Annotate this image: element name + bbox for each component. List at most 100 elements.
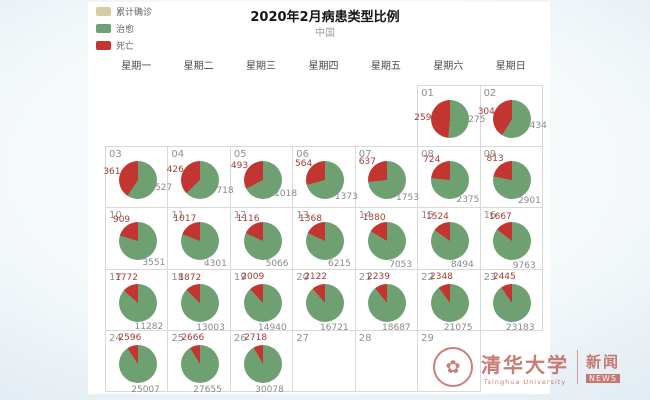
day-number: 19 [233,271,247,283]
day-number: 01 [421,88,434,99]
death-count-label: 1772 [115,273,138,283]
day-pie[interactable] [430,283,469,322]
day-pie[interactable] [243,161,282,200]
day-number: 02 [483,88,497,99]
death-count-label: 637 [358,157,376,168]
calendar-cell-07: 07 1753 637 [354,146,419,209]
calendar-cell-09: 09 2901 813 [479,146,543,209]
tsinghua-seal-icon [432,347,473,387]
day-pie[interactable] [118,283,157,322]
calendar-cell-26: 26 30078 2718 [229,329,294,395]
death-count-label: 493 [230,161,249,172]
watermark-news-label-en: NEWS [585,374,620,383]
day-number: 11 [171,210,185,222]
day-pie[interactable] [118,222,157,261]
day-pie[interactable] [118,161,157,200]
calendar-cell-13: 13 6215 1368 [292,207,356,270]
death-count-label: 1667 [488,212,512,223]
weekday-tuesday: 星期二 [183,61,214,72]
day-number: 23 [483,271,497,283]
cured-count-label: 434 [529,121,547,132]
calendar-cell-19: 19 14940 2009 [229,268,294,333]
cured-count-label: 2901 [517,196,541,207]
cured-count-label: 27655 [193,384,222,395]
death-count-label: 1872 [178,272,202,283]
day-number: 24 [109,332,122,344]
legend-label: 死亡 [116,42,135,52]
weekday-header-row: 星期一 星期二 星期三 星期四 星期五 星期六 星期日 [105,57,542,72]
calendar-cell-18: 18 13003 1872 [167,268,231,333]
day-number: 22 [421,271,434,283]
day-pie[interactable] [305,161,344,200]
day-pie[interactable] [368,222,407,261]
day-pie[interactable] [430,222,469,261]
watermark-university-name-en: Tsinghua University [483,377,567,386]
weekday-sunday: 星期日 [495,61,526,72]
day-number: 09 [483,149,497,161]
death-count-label: 2348 [430,271,453,282]
day-number: 05 [233,149,247,161]
legend-item-dead[interactable]: 死亡 [96,39,152,52]
calendar-cell-12: 12 5066 1116 [229,207,294,270]
weekday-friday: 星期五 [370,61,401,72]
tsinghua-news-watermark: 清华大学 Tsinghua University 新闻 NEWS [432,347,620,387]
day-number: 14 [358,210,372,222]
cured-count-label: 4301 [203,258,227,269]
cured-count-label: 7053 [389,259,413,270]
calendar-cell-05: 05 1018 493 [229,146,297,209]
cured-count-label: 23183 [505,323,535,334]
watermark-news-label: 新闻 [585,353,620,371]
cured-count-label: 9763 [512,260,536,271]
day-pie[interactable] [243,283,282,322]
day-pie[interactable] [305,283,344,322]
death-count-label: 2122 [304,272,328,283]
day-number: 18 [171,271,185,283]
day-number: 10 [109,210,122,222]
death-count-label: 2596 [118,332,142,343]
day-pie[interactable] [430,161,469,200]
day-pie[interactable] [181,161,220,200]
death-count-label: 361 [103,167,121,178]
day-pie[interactable] [368,161,407,200]
cured-count-label: 718 [216,185,234,196]
weekday-monday: 星期一 [121,61,152,72]
cured-count-label: 275 [468,115,486,126]
legend-item-confirmed[interactable]: 累计确诊 [96,5,152,18]
day-number: 21 [358,271,372,283]
calendar-cell-25: 25 27655 2666 [167,329,231,395]
calendar-cell-10: 10 3551 909 [105,207,169,270]
day-pie[interactable] [493,161,532,200]
death-count-label: 1116 [236,213,260,224]
day-number: 28 [358,332,372,344]
calendar-cell-21: 21 18687 2239 [354,268,419,333]
cured-count-label: 25007 [131,384,160,395]
dead-swatch-icon [96,41,111,50]
day-pie[interactable] [305,222,344,261]
legend-label: 累计确诊 [116,8,153,18]
day-pie[interactable] [181,344,220,383]
day-pie[interactable] [243,344,282,383]
weekday-thursday: 星期四 [308,61,339,72]
calendar-cell-08: 08 2375 724 [417,146,481,209]
day-number: 07 [358,149,372,161]
death-count-label: 1380 [362,212,386,223]
day-pie[interactable] [181,222,220,261]
day-pie[interactable] [430,100,469,138]
chart-title: 2020年2月病患类型比例 [250,10,400,25]
day-pie[interactable] [493,222,532,261]
day-pie[interactable] [368,283,407,322]
day-pie[interactable] [118,344,157,383]
calendar-cell-02: 02 434 304 [478,85,547,148]
day-number: 13 [296,210,310,222]
legend-item-cured[interactable]: 治愈 [96,22,152,35]
death-count-label: 2718 [244,332,268,343]
day-pie[interactable] [181,283,220,322]
cured-count-label: 11282 [134,322,164,333]
day-pie[interactable] [493,283,532,322]
day-pie[interactable] [493,100,532,138]
calendar-cell-20: 20 16721 2122 [292,268,356,333]
day-number: 29 [421,332,434,344]
calendar-cell-04: 04 718 426 [167,146,234,209]
cured-count-label: 2375 [456,195,480,206]
day-pie[interactable] [243,222,282,261]
